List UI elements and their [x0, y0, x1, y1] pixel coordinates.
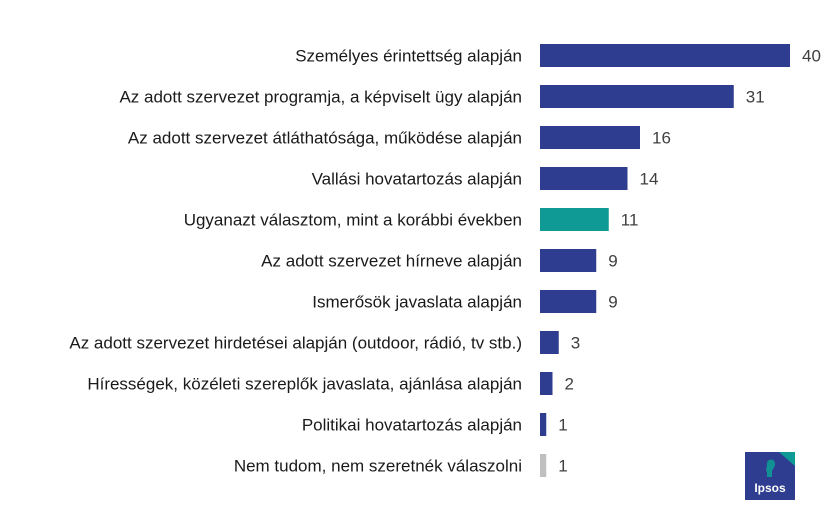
- category-label: Az adott szervezet programja, a képvisel…: [119, 88, 522, 107]
- bar: [540, 290, 597, 313]
- bar: [540, 44, 790, 67]
- bar: [540, 85, 734, 108]
- bar: [540, 331, 559, 354]
- bar: [540, 208, 609, 231]
- value-label: 1: [558, 416, 567, 435]
- value-label: 9: [608, 252, 617, 271]
- category-label: Nem tudom, nem szeretnék válaszolni: [234, 457, 522, 476]
- logo-text: Ipsos: [754, 481, 786, 495]
- category-label: Az adott szervezet hírneve alapján: [261, 252, 522, 271]
- category-label: Ismerősök javaslata alapján: [312, 293, 522, 312]
- value-label: 31: [746, 88, 765, 107]
- category-label: Vallási hovatartozás alapján: [312, 170, 522, 189]
- category-label: Ugyanazt választom, mint a korábbi évekb…: [184, 211, 522, 230]
- value-label: 9: [608, 293, 617, 312]
- value-label: 11: [621, 211, 639, 230]
- ipsos-logo: Ipsos: [745, 452, 795, 500]
- category-label: Politikai hovatartozás alapján: [302, 416, 522, 435]
- value-label: 16: [652, 129, 671, 148]
- value-label: 1: [558, 457, 567, 476]
- category-label: Hírességek, közéleti szereplők javaslata…: [87, 375, 522, 394]
- bar: [540, 167, 628, 190]
- value-label: 40: [802, 47, 821, 66]
- value-label: 3: [571, 334, 580, 353]
- bar: [540, 126, 640, 149]
- category-label: Az adott szervezet átláthatósága, működé…: [128, 129, 522, 148]
- category-label: Az adott szervezet hirdetései alapján (o…: [69, 334, 522, 353]
- bar: [540, 372, 553, 395]
- value-label: 2: [565, 375, 574, 394]
- bar: [540, 413, 547, 436]
- bar: [540, 249, 597, 272]
- value-label: 14: [640, 170, 659, 189]
- category-label: Személyes érintettség alapján: [295, 47, 522, 66]
- bar: [540, 454, 547, 477]
